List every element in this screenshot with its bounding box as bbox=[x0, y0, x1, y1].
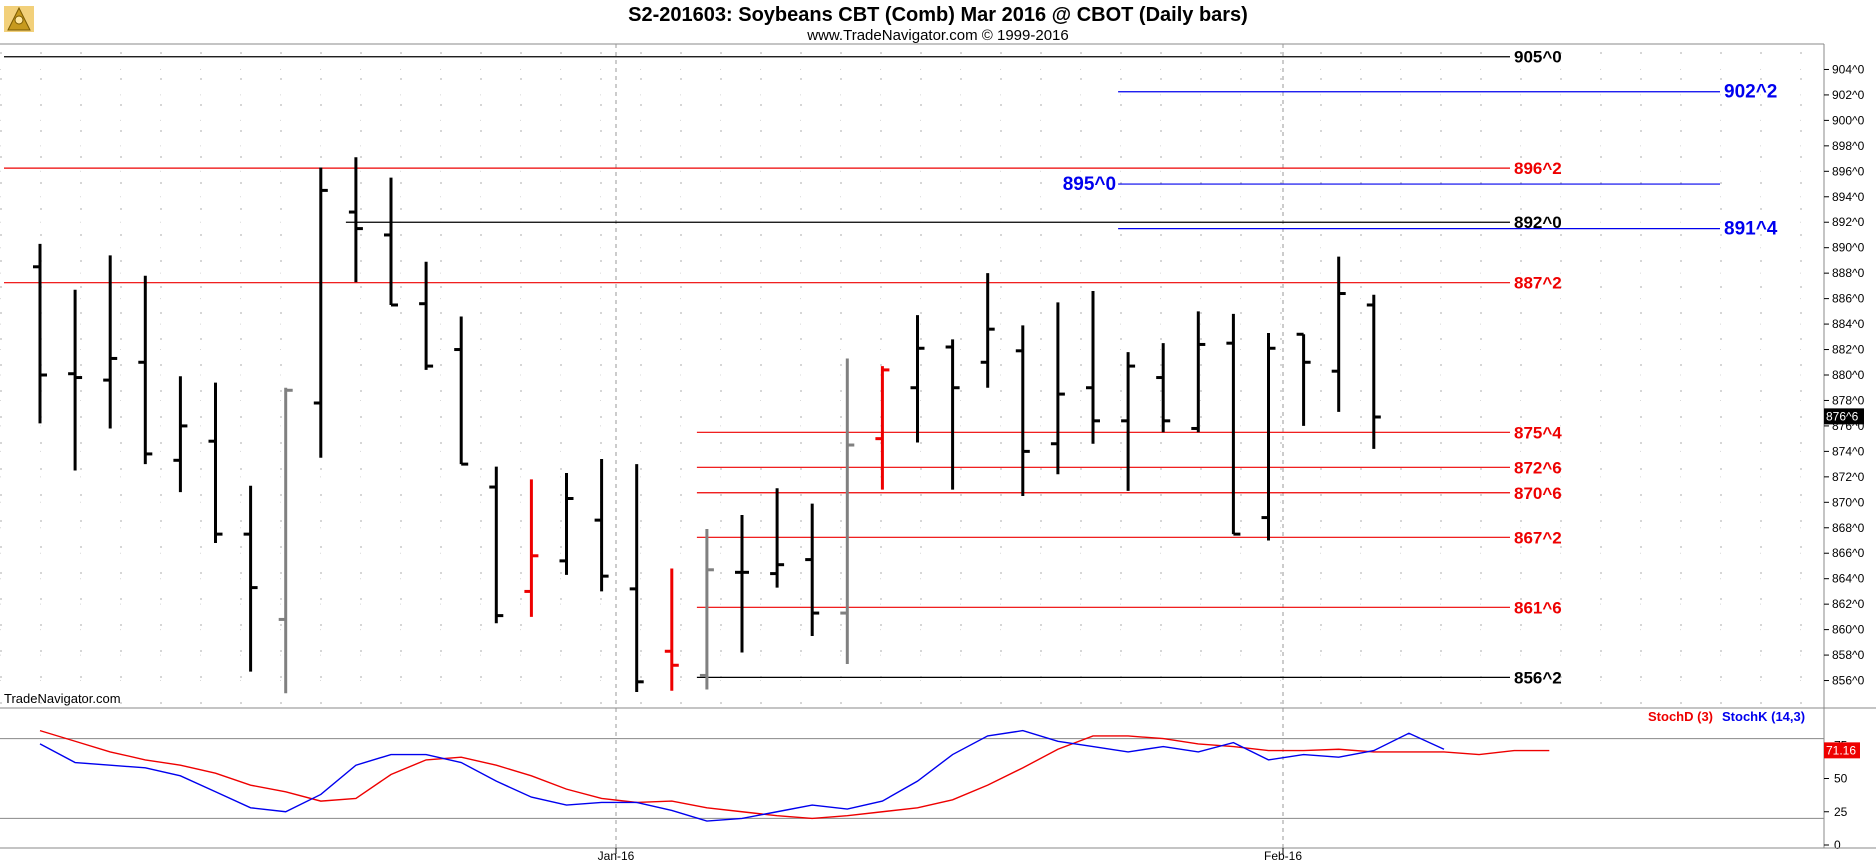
level-label: 861^6 bbox=[1514, 598, 1562, 617]
x-axis: Jan-16 Feb-16 bbox=[0, 847, 1876, 863]
ohlc-bar bbox=[138, 275, 153, 465]
y-tick-label: 896^0 bbox=[1832, 164, 1865, 178]
level-label: 875^4 bbox=[1514, 423, 1562, 442]
ohlc-bar bbox=[1191, 311, 1206, 433]
ohlc-bar bbox=[1050, 302, 1065, 475]
ohlc-bar bbox=[1156, 343, 1171, 433]
ohlc-bar bbox=[103, 255, 118, 429]
y-tick-label: 860^0 bbox=[1832, 623, 1865, 637]
y-tick-label: 890^0 bbox=[1832, 241, 1865, 255]
chart-title: S2-201603: Soybeans CBT (Comb) Mar 2016 … bbox=[628, 4, 1248, 26]
legend-entry: StochD (3) bbox=[1648, 709, 1713, 724]
level-label: 905^0 bbox=[1514, 48, 1562, 67]
ohlc-bar bbox=[489, 466, 504, 624]
last-price-flag bbox=[1824, 408, 1864, 425]
level-label: 887^2 bbox=[1514, 274, 1562, 293]
y-tick-label: 886^0 bbox=[1832, 292, 1865, 306]
y-tick-label: 892^0 bbox=[1832, 215, 1865, 229]
ohlc-bar bbox=[1331, 256, 1346, 412]
ohlc-bar bbox=[1296, 332, 1311, 426]
chart-subtitle: www.TradeNavigator.com © 1999-2016 bbox=[806, 27, 1068, 44]
ohlc-bar bbox=[1226, 313, 1241, 536]
level-label: 867^2 bbox=[1514, 528, 1562, 547]
stoch-tick-label: 50 bbox=[1834, 772, 1848, 786]
y-tick-label: 872^0 bbox=[1832, 470, 1865, 484]
ohlc-bar bbox=[348, 157, 363, 283]
last-price-label: 876^6 bbox=[1826, 409, 1859, 423]
ohlc-bar bbox=[629, 464, 644, 692]
ohlc-bar bbox=[68, 289, 83, 471]
ohlc-bar bbox=[805, 503, 820, 636]
logo-icon bbox=[4, 6, 34, 32]
ohlc-bar bbox=[454, 316, 469, 466]
level-label: 895^0 bbox=[1063, 174, 1116, 195]
ohlc-bar bbox=[875, 366, 890, 490]
y-tick-label: 856^0 bbox=[1832, 674, 1865, 688]
level-label: 856^2 bbox=[1514, 668, 1562, 687]
ohlc-bar bbox=[945, 339, 960, 490]
stochastic-panel: 025507571.16 StochD (3)StochK (14,3) bbox=[0, 707, 1876, 852]
ohlc-bar bbox=[524, 479, 539, 617]
y-tick-label: 870^0 bbox=[1832, 495, 1865, 509]
level-label: 872^6 bbox=[1514, 458, 1562, 477]
y-tick-label: 882^0 bbox=[1832, 343, 1865, 357]
stoch-last-flag bbox=[1824, 742, 1860, 759]
ohlc-bar bbox=[278, 387, 293, 694]
y-tick-label: 874^0 bbox=[1832, 444, 1865, 458]
stoch-tick-label: 0 bbox=[1834, 838, 1841, 852]
ohlc-bar bbox=[699, 529, 714, 690]
y-tick-label: 878^0 bbox=[1832, 393, 1865, 407]
ohlc-bar bbox=[980, 273, 995, 388]
ohlc-bar bbox=[1086, 290, 1100, 444]
ohlc-bar bbox=[173, 376, 188, 493]
ohlc-bar bbox=[208, 382, 223, 544]
ohlc-bar bbox=[770, 488, 785, 588]
ohlc-bar bbox=[33, 243, 47, 424]
ohlc-bar bbox=[735, 515, 749, 653]
y-tick-label: 898^0 bbox=[1832, 139, 1865, 153]
watermark: TradeNavigator.com bbox=[4, 691, 121, 706]
price-panel: 905^0 902^2 896^2 895^0 892^0 891^4 887^2 875^4… bbox=[0, 43, 1865, 848]
y-tick-label: 868^0 bbox=[1832, 521, 1865, 535]
x-tick-label: Feb-16 bbox=[1264, 849, 1302, 863]
y-tick-label: 858^0 bbox=[1832, 648, 1865, 662]
ohlc-bar bbox=[840, 358, 855, 664]
ohlc-bar bbox=[910, 315, 925, 443]
ohlc-bar bbox=[1015, 325, 1030, 496]
x-tick-label: Jan-16 bbox=[598, 849, 635, 863]
y-tick-label: 864^0 bbox=[1832, 572, 1865, 586]
level-label: 902^2 bbox=[1724, 82, 1777, 103]
level-label: 891^4 bbox=[1724, 219, 1778, 240]
y-tick-label: 884^0 bbox=[1832, 317, 1865, 331]
y-tick-label: 902^0 bbox=[1832, 88, 1865, 102]
y-tick-label: 880^0 bbox=[1832, 368, 1865, 382]
ohlc-bar bbox=[384, 177, 398, 307]
stoch-tick-label: 25 bbox=[1834, 805, 1848, 819]
ohlc-bar bbox=[1261, 332, 1276, 541]
ohlc-bar bbox=[243, 485, 258, 672]
y-tick-label: 888^0 bbox=[1832, 266, 1865, 280]
stoch-series-line bbox=[39, 729, 1550, 820]
legend-entry: StochK (14,3) bbox=[1722, 709, 1805, 724]
ohlc-bar bbox=[419, 261, 434, 370]
level-label: 896^2 bbox=[1514, 159, 1562, 178]
ohlc-bar bbox=[664, 568, 679, 691]
ohlc-bar bbox=[1366, 294, 1381, 449]
y-tick-label: 866^0 bbox=[1832, 546, 1865, 560]
ohlc-bar bbox=[1121, 352, 1136, 491]
stoch-series-line bbox=[39, 729, 1445, 822]
ohlc-bar bbox=[594, 459, 609, 592]
ohlc-bar bbox=[559, 473, 574, 575]
y-tick-label: 862^0 bbox=[1832, 597, 1865, 611]
y-tick-label: 904^0 bbox=[1832, 62, 1865, 76]
ohlc-bar bbox=[313, 167, 328, 458]
level-label: 870^6 bbox=[1514, 484, 1562, 503]
y-tick-label: 894^0 bbox=[1832, 190, 1865, 204]
stoch-last-label: 71.16 bbox=[1826, 743, 1856, 757]
level-label: 892^0 bbox=[1514, 213, 1562, 232]
y-tick-label: 900^0 bbox=[1832, 113, 1865, 127]
